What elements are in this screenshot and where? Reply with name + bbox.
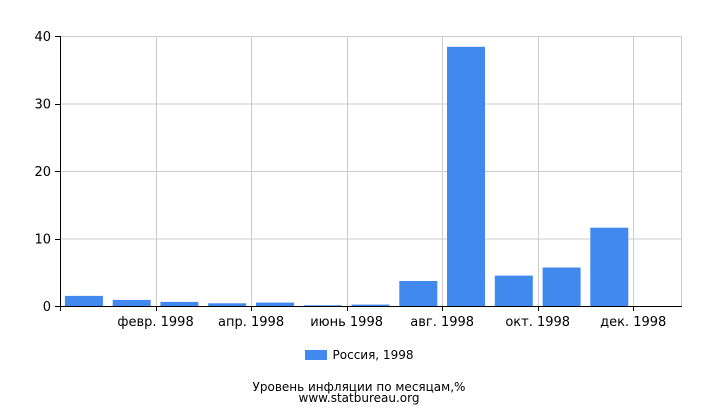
bar-3: [160, 301, 199, 306]
bar-1: [64, 295, 103, 306]
y-tick-label: 10: [34, 233, 51, 248]
y-tick-label: 20: [34, 165, 51, 180]
bar-12: [590, 227, 629, 306]
bar-7: [351, 304, 390, 306]
bar-4: [208, 303, 247, 306]
x-tick-label: февр. 1998: [117, 315, 193, 330]
y-tick-label: 40: [34, 30, 51, 45]
legend-swatch: [304, 350, 327, 360]
y-tick-label: 30: [34, 98, 51, 113]
x-tick-label: окт. 1998: [505, 315, 570, 330]
legend: Россия, 1998: [0, 348, 718, 362]
chart-title: Уровень инфляции по месяцам,%: [252, 380, 466, 394]
bar-9: [447, 46, 485, 307]
bar-2: [112, 299, 151, 306]
x-tick-label: июнь 1998: [310, 315, 383, 330]
bar-11: [542, 267, 581, 306]
bar-5: [256, 302, 294, 306]
x-tick-label: авг. 1998: [410, 315, 474, 330]
legend-label: Россия, 1998: [332, 348, 414, 362]
bar-10: [494, 275, 533, 306]
source-link[interactable]: www.statbureau.org: [298, 391, 420, 405]
bar-6: [303, 305, 342, 306]
y-tick-label: 0: [43, 300, 51, 315]
x-tick-label: апр. 1998: [218, 315, 284, 330]
bar-8: [399, 281, 438, 306]
x-tick-label: дек. 1998: [600, 315, 666, 330]
